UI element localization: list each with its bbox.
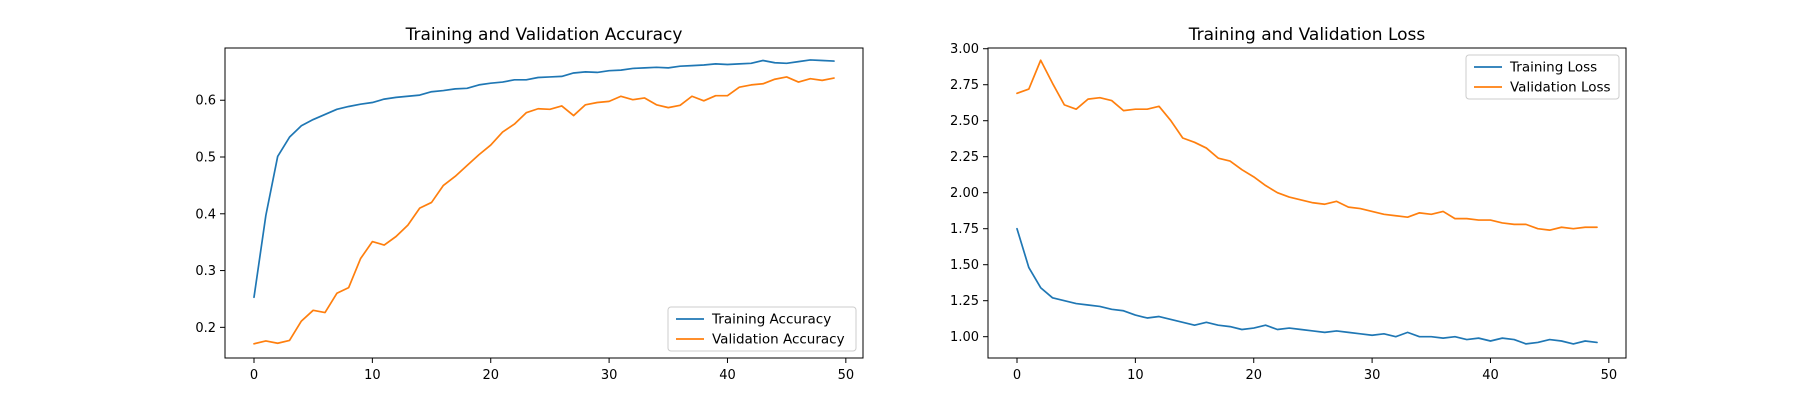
- chart-2-legend: Training Loss Validation Loss: [1465, 54, 1620, 100]
- chart-1-x-tick-label: 20: [482, 368, 499, 383]
- chart-1-x-tick-label: 0: [250, 368, 258, 383]
- chart-1-y-tick-label: 0.5: [195, 151, 216, 166]
- chart-2-y-tick-label: 1.75: [950, 222, 979, 237]
- chart-2-x-tick-label: 20: [1245, 368, 1262, 383]
- chart-2-x-tick-label: 10: [1127, 368, 1144, 383]
- chart-2-y-tick-label: 2.75: [950, 78, 979, 93]
- chart-2-y-tick-label: 2.00: [950, 186, 979, 201]
- chart-2-title: Training and Validation Loss: [1188, 25, 1426, 45]
- chart-2-x-tick-label: 30: [1364, 368, 1381, 383]
- chart-1: Training and Validation Accuracy 0 10 20 30 4…: [195, 25, 864, 383]
- chart-2: Training and Validation Loss 0 10 20 30 40 50 1…: [950, 25, 1627, 383]
- chart-1-x-tick-label: 30: [601, 368, 618, 383]
- chart-2-axes-frame: [987, 47, 1627, 359]
- chart-1-legend-label-1: Training Accuracy: [711, 312, 831, 328]
- chart-1-x-tick-label: 40: [719, 368, 736, 383]
- chart-1-legend-box: [667, 306, 857, 352]
- chart-1-y-tick-label: 0.6: [195, 94, 216, 109]
- chart-2-x-tick-label: 0: [1013, 368, 1021, 383]
- chart-2-y-tick-label: 1.00: [950, 330, 979, 345]
- chart-1-x-tick-label: 50: [838, 368, 855, 383]
- chart-1-series-1-line: [253, 59, 835, 299]
- chart-2-legend-box: [1465, 54, 1620, 100]
- chart-2-y-tick-label: 1.25: [950, 294, 979, 309]
- chart-1-y-tick-label: 0.4: [195, 207, 216, 222]
- chart-1-x-tick-label: 10: [364, 368, 381, 383]
- chart-2-series-2-line: [1016, 59, 1598, 231]
- chart-1-title: Training and Validation Accuracy: [405, 25, 683, 45]
- chart-1-y-tick-label: 0.2: [195, 321, 216, 336]
- chart-2-series-1-line: [1016, 227, 1598, 345]
- chart-2-y-tick-label: 3.00: [950, 42, 979, 57]
- chart-2-legend-label-2: Validation Loss: [1510, 80, 1611, 96]
- chart-2-y-tick-label: 2.50: [950, 114, 979, 129]
- chart-2-x-tick-label: 40: [1482, 368, 1499, 383]
- chart-1-legend-label-2: Validation Accuracy: [712, 332, 845, 348]
- chart-1-y-tick-label: 0.3: [195, 264, 216, 279]
- chart-2-legend-label-1: Training Loss: [1509, 60, 1597, 76]
- chart-2-y-tick-label: 2.25: [950, 150, 979, 165]
- chart-2-x-tick-label: 50: [1601, 368, 1618, 383]
- chart-2-y-tick-label: 1.50: [950, 258, 979, 273]
- chart-1-legend: Training Accuracy Validation Accuracy: [667, 306, 857, 352]
- chart-1-axes-frame: [224, 47, 864, 359]
- chart-1-series-2-line: [253, 76, 835, 345]
